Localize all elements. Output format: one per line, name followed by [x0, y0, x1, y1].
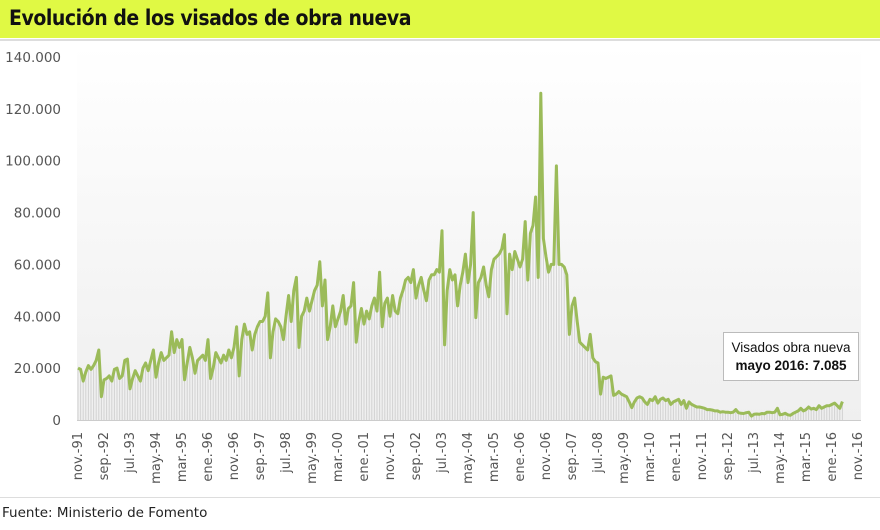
x-tick-label: mar.-15: [799, 432, 814, 482]
x-tick-label: nov.-06: [539, 432, 554, 480]
x-tick-label: nov.-16: [851, 432, 866, 480]
x-tick-label: sep.-97: [253, 432, 268, 480]
y-tick-label: 120.000: [5, 102, 61, 118]
y-tick-label: 20.000: [14, 361, 61, 377]
x-tick-label: may.-09: [617, 432, 632, 484]
x-tick-label: mar.-05: [487, 432, 502, 482]
x-tick-label: mar.-95: [175, 432, 190, 482]
x-tick-label: jul.-03: [435, 432, 450, 474]
title-bar: Evolución de los visados de obra nueva: [0, 0, 880, 38]
title-divider: [0, 39, 880, 41]
x-tick-label: ene.-11: [669, 432, 684, 482]
y-tick-label: 80.000: [14, 206, 61, 222]
x-tick-label: ene.-06: [513, 432, 528, 482]
page-title: Evolución de los visados de obra nueva: [9, 6, 412, 30]
line-chart: 0 20.000 40.000 60.000 80.000 100.000 120.000 1…: [5, 45, 866, 484]
x-tick-label: nov.-96: [227, 432, 242, 480]
source-note: Fuente: Ministerio de Fomento: [2, 505, 208, 521]
series-line: [77, 91, 844, 418]
x-tick-label: may.-14: [773, 432, 788, 484]
y-tick-label: 60.000: [14, 257, 61, 273]
x-tick-label: mar.-00: [331, 432, 346, 482]
x-tick-label: nov.-11: [695, 432, 710, 480]
callout-series-label: Visados obra nueva: [731, 340, 851, 355]
x-tick-label: ene.-16: [825, 432, 840, 482]
y-tick-label: 40.000: [14, 309, 61, 325]
x-tick-label: sep.-12: [721, 432, 736, 480]
x-tick-label: jul.-08: [591, 432, 606, 474]
data-callout: Visados obra nueva mayo 2016: 7.085: [723, 332, 859, 381]
x-tick-label: may.-04: [461, 432, 476, 484]
x-tick-label: jul.-93: [123, 432, 138, 474]
y-tick-label: 100.000: [5, 154, 61, 170]
x-tick-label: may.-99: [305, 432, 320, 484]
x-tick-label: nov.-01: [383, 432, 398, 480]
x-tick-label: jul.-13: [747, 432, 762, 474]
x-tick-label: sep.-02: [409, 432, 424, 480]
x-tick-label: may.-94: [149, 432, 164, 484]
footer-divider: [0, 497, 880, 498]
x-tick-label: sep.-07: [565, 432, 580, 480]
x-tick-label: ene.-01: [357, 432, 372, 482]
callout-value: mayo 2016: 7.085: [735, 358, 847, 373]
x-tick-label: nov.-91: [71, 432, 86, 480]
y-tick-label: 140.000: [5, 50, 61, 66]
x-tick-label: mar.-10: [643, 432, 658, 482]
y-tick-label: 0: [52, 413, 61, 429]
x-tick-label: jul.-98: [279, 432, 294, 474]
x-tick-label: ene.-96: [201, 432, 216, 482]
x-tick-label: sep.-92: [97, 432, 112, 480]
